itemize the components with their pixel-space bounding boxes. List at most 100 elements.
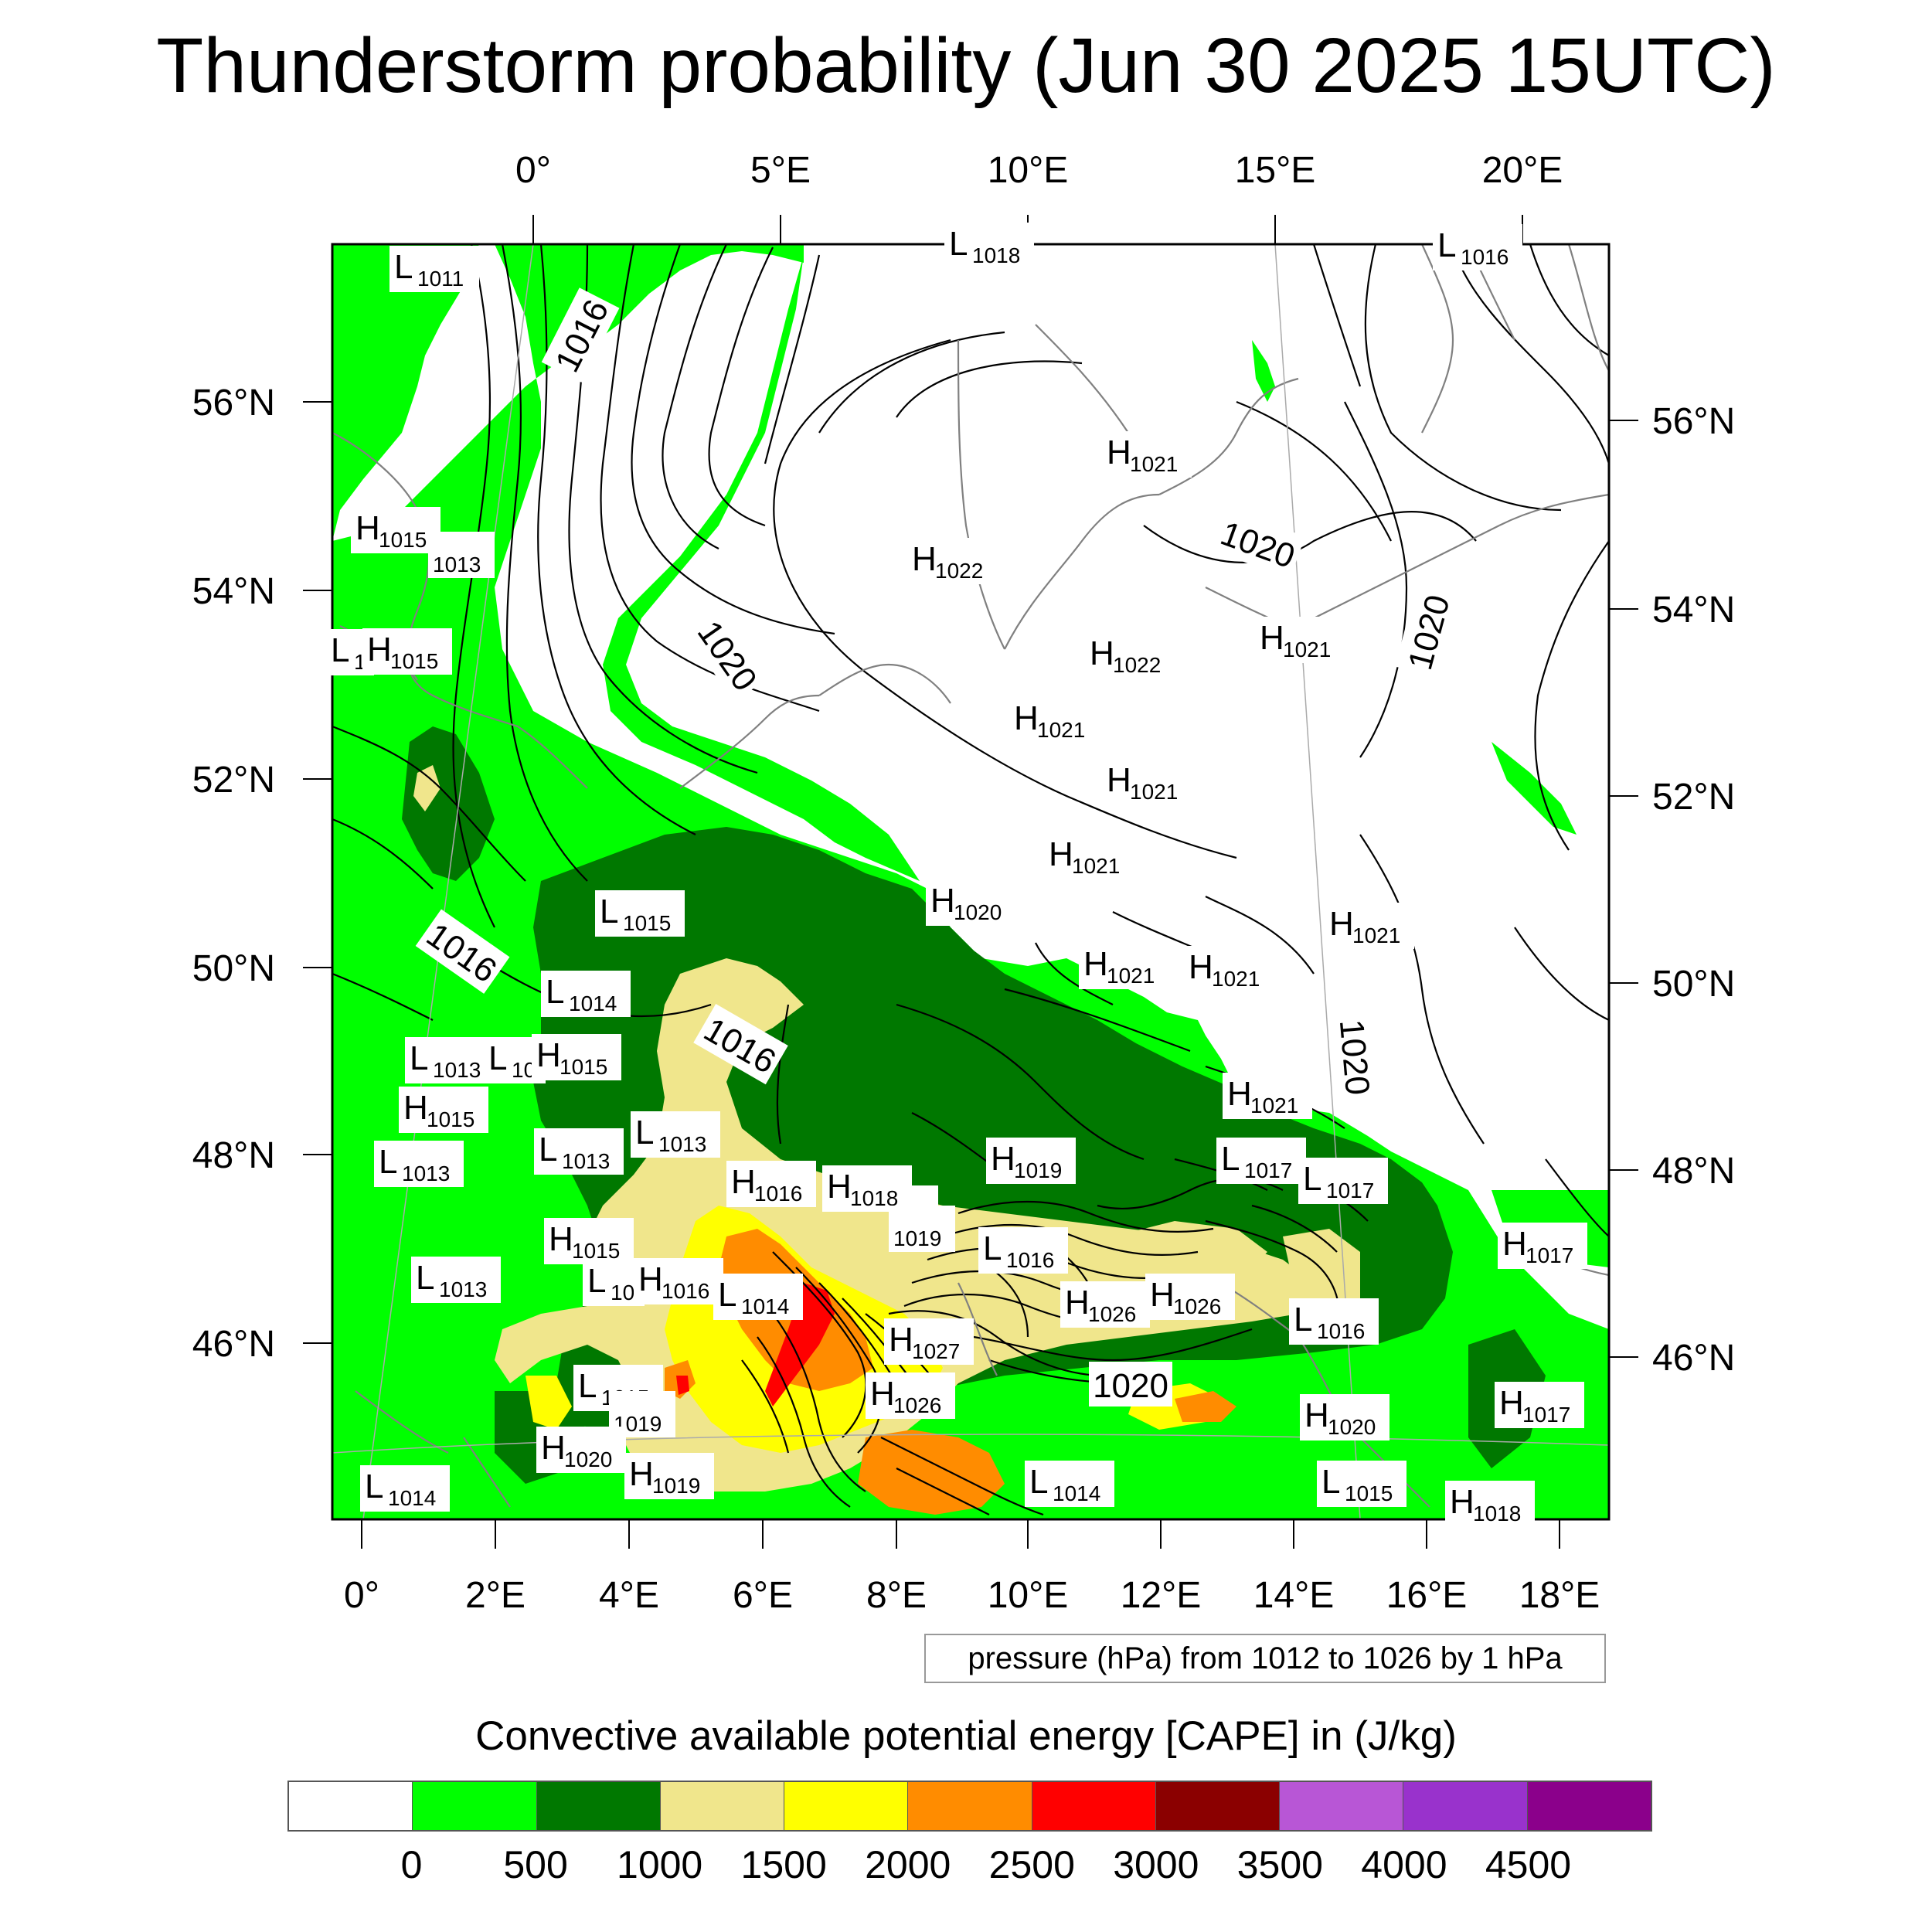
svg-text:L: L <box>365 1468 383 1505</box>
svg-text:1026: 1026 <box>893 1393 941 1417</box>
left-lat-label: 48°N <box>192 1135 275 1176</box>
svg-text:H: H <box>1499 1384 1524 1422</box>
isobar-label: 1020 <box>1211 508 1306 579</box>
svg-text:1016: 1016 <box>1006 1248 1054 1272</box>
svg-text:H: H <box>1304 1396 1329 1434</box>
svg-text:H: H <box>1150 1276 1175 1314</box>
svg-text:1022: 1022 <box>935 559 983 583</box>
top-lon-ticks: 0° 5°E 10°E 15°E 20°E <box>515 150 1563 244</box>
svg-text:1021: 1021 <box>1130 780 1178 804</box>
colorbar-tick-label: 0 <box>400 1843 423 1886</box>
svg-text:1016: 1016 <box>662 1279 709 1303</box>
colorbar-swatch <box>908 1782 1032 1830</box>
bottom-lon-label: 18°E <box>1519 1575 1600 1616</box>
svg-text:L: L <box>410 1039 428 1077</box>
svg-text:L: L <box>1437 226 1456 264</box>
top-lon-label: 10°E <box>988 150 1069 191</box>
svg-text:H: H <box>536 1036 561 1074</box>
svg-text:H: H <box>541 1429 566 1467</box>
pressure-center-label: L 1016 <box>1289 1298 1379 1345</box>
pressure-center-label: L 1014 <box>360 1465 450 1512</box>
svg-text:H: H <box>912 540 937 578</box>
bottom-lon-label: 12°E <box>1121 1575 1202 1616</box>
top-lon-label: 20°E <box>1482 150 1563 191</box>
pressure-note: pressure (hPa) from 1012 to 1026 by 1 hP… <box>924 1634 1606 1683</box>
right-lat-label: 50°N <box>1652 964 1735 1005</box>
pressure-center-label: L 1013 <box>374 1141 464 1187</box>
svg-text:1020: 1020 <box>1093 1367 1168 1405</box>
svg-text:1021: 1021 <box>1037 718 1085 742</box>
pressure-center-label: L 1017 <box>1216 1138 1306 1184</box>
svg-text:H: H <box>991 1140 1015 1178</box>
svg-text:1015: 1015 <box>623 911 671 935</box>
colorbar-swatch <box>1032 1782 1156 1830</box>
right-lat-label: 48°N <box>1652 1151 1735 1192</box>
left-lat-label: 56°N <box>192 383 275 423</box>
bottom-lon-label: 8°E <box>866 1575 927 1616</box>
pressure-center-label: 1013 <box>428 532 495 578</box>
isobar-label: 1016 <box>693 1004 788 1085</box>
right-lat-label: 54°N <box>1652 590 1735 631</box>
svg-text:1013: 1013 <box>562 1149 610 1173</box>
svg-text:10: 10 <box>611 1281 634 1304</box>
svg-text:1013: 1013 <box>433 553 481 577</box>
svg-text:1014: 1014 <box>1053 1481 1100 1505</box>
colorbar-swatch <box>1155 1782 1281 1830</box>
pressure-center-label: L 1016 <box>978 1227 1068 1274</box>
legend-title: Convective available potential energy [C… <box>475 1713 1457 1759</box>
svg-text:H: H <box>629 1455 654 1493</box>
colorbar-tick-label: 3500 <box>1236 1843 1323 1886</box>
svg-text:L: L <box>635 1114 654 1151</box>
svg-text:L: L <box>416 1259 434 1297</box>
svg-text:H: H <box>638 1260 663 1298</box>
svg-text:H: H <box>1049 835 1073 873</box>
svg-text:H: H <box>827 1168 852 1206</box>
svg-text:1020: 1020 <box>954 900 1002 924</box>
svg-text:H: H <box>1065 1284 1090 1321</box>
pressure-center-label: L 1014 <box>541 971 631 1017</box>
svg-text:H: H <box>1260 619 1284 657</box>
svg-text:H: H <box>1329 905 1354 943</box>
colorbar-tick-label: 3000 <box>1113 1843 1199 1886</box>
svg-text:H: H <box>930 882 955 920</box>
left-lat-label: 54°N <box>192 571 275 612</box>
svg-text:H: H <box>367 631 392 668</box>
top-lon-label: 0° <box>515 150 551 191</box>
chart-title: Thunderstorm probability (Jun 30 2025 15… <box>156 22 1776 109</box>
svg-text:1011: 1011 <box>417 267 464 291</box>
svg-text:10: 10 <box>512 1058 536 1082</box>
bottom-lon-ticks: 0° 2°E 4°E 6°E 8°E 10°E 12°E 14°E 16°E 18°E <box>344 1519 1600 1616</box>
colorbar-tick-label: 4000 <box>1361 1843 1447 1886</box>
svg-text:1019: 1019 <box>1014 1158 1062 1182</box>
colorbar-swatch <box>1280 1782 1404 1830</box>
svg-text:1013: 1013 <box>433 1058 481 1082</box>
svg-text:1016: 1016 <box>1317 1319 1365 1343</box>
svg-text:L: L <box>718 1276 736 1314</box>
colorbar-swatch <box>289 1782 413 1830</box>
pressure-center-label: L 1013 <box>631 1111 720 1158</box>
svg-text:1016: 1016 <box>754 1182 802 1206</box>
svg-text:1014: 1014 <box>569 992 617 1015</box>
colorbar-swatch <box>413 1782 537 1830</box>
svg-text:1017: 1017 <box>1522 1403 1570 1427</box>
svg-text:H: H <box>1090 634 1114 672</box>
svg-text:1017: 1017 <box>1244 1158 1292 1182</box>
bottom-lon-label: 6°E <box>733 1575 793 1616</box>
left-lat-label: 46°N <box>192 1324 275 1365</box>
